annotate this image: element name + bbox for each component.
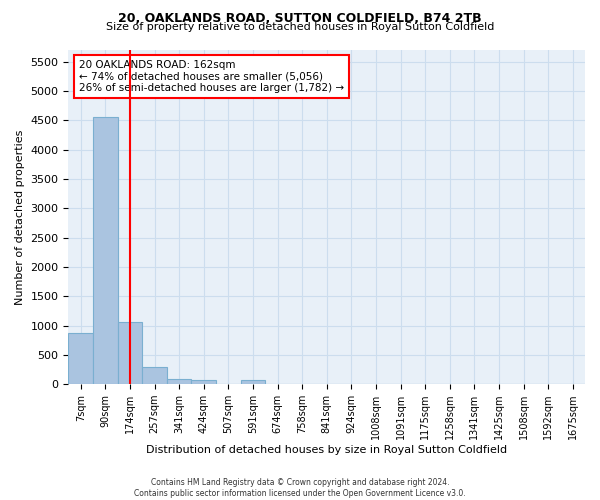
Bar — [68, 332, 93, 384]
Text: Contains HM Land Registry data © Crown copyright and database right 2024.
Contai: Contains HM Land Registry data © Crown c… — [134, 478, 466, 498]
Bar — [167, 379, 191, 384]
Bar — [93, 117, 118, 384]
Bar — [191, 380, 216, 384]
Bar — [118, 322, 142, 384]
Text: 20 OAKLANDS ROAD: 162sqm
← 74% of detached houses are smaller (5,056)
26% of sem: 20 OAKLANDS ROAD: 162sqm ← 74% of detach… — [79, 60, 344, 93]
Y-axis label: Number of detached properties: Number of detached properties — [15, 130, 25, 305]
Bar — [142, 367, 167, 384]
Bar — [241, 380, 265, 384]
Text: 20, OAKLANDS ROAD, SUTTON COLDFIELD, B74 2TB: 20, OAKLANDS ROAD, SUTTON COLDFIELD, B74… — [118, 12, 482, 26]
X-axis label: Distribution of detached houses by size in Royal Sutton Coldfield: Distribution of detached houses by size … — [146, 445, 507, 455]
Text: Size of property relative to detached houses in Royal Sutton Coldfield: Size of property relative to detached ho… — [106, 22, 494, 32]
